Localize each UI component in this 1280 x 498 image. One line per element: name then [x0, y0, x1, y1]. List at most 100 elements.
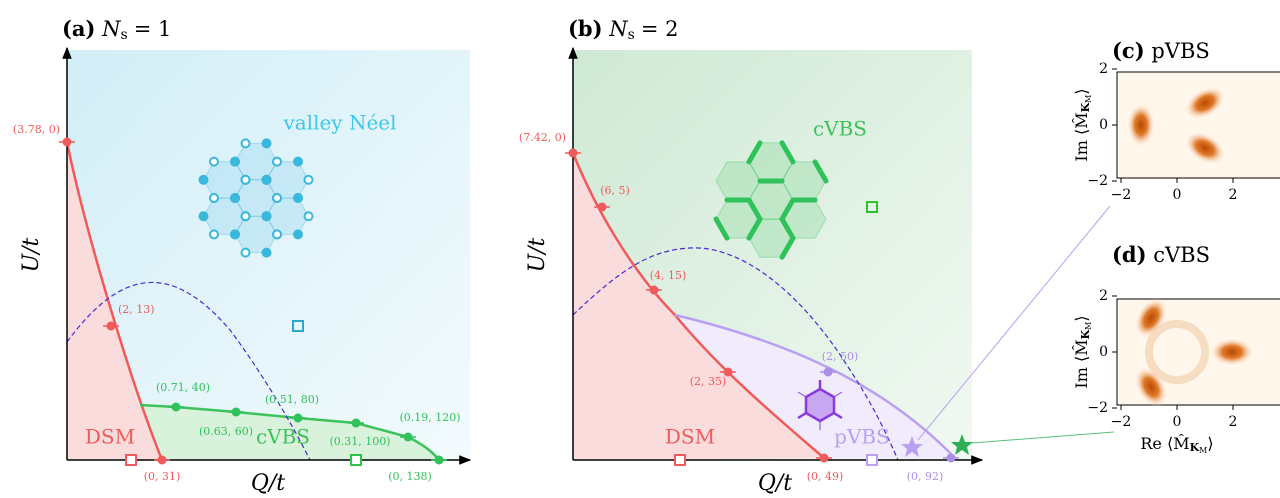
axis-label-part: M	[1084, 322, 1093, 330]
point-label: (0, 138)	[388, 470, 432, 483]
point-label: (0, 49)	[807, 470, 844, 483]
point-label: (3.78, 0)	[13, 123, 60, 136]
svg-text:(a) Ns= 1: (a) Ns = 1	[62, 16, 171, 44]
x-tick-label: −2	[1111, 414, 1132, 430]
panel-b: (b) Ns= 2 U/t Q/t cVBS DSM pVBS	[525, 16, 982, 497]
data-point	[158, 456, 167, 465]
phase-label: valley Néel	[282, 111, 396, 135]
data-point	[820, 454, 829, 463]
axis-label-part: Im ⟨M̂	[1072, 339, 1091, 388]
point-label: (2, 50)	[822, 350, 859, 363]
point-label: (0.63, 60)	[199, 425, 253, 438]
svg-text:(c) pVBS: (c) pVBS	[1112, 38, 1210, 63]
x-tick-label: 2	[1229, 414, 1238, 430]
lattice-site	[242, 249, 250, 257]
title-subscript: s	[628, 27, 635, 43]
axis-label-part: M	[1199, 446, 1207, 455]
phase-label: cVBS	[256, 425, 310, 449]
y-axis-label: U/t	[525, 237, 550, 272]
title-symbol: N	[608, 17, 628, 41]
y-tick-label: −2	[1087, 173, 1108, 189]
y-tick-label: 2	[1099, 288, 1108, 304]
panel-title: pVBS	[1151, 39, 1209, 63]
lattice-site	[305, 176, 313, 184]
data-point	[435, 456, 444, 465]
lattice-site	[294, 158, 302, 166]
x-axis-label: Q/t	[758, 471, 792, 496]
lattice-site	[242, 139, 250, 147]
data-point	[947, 454, 956, 463]
x-tick-label: 0	[1173, 187, 1182, 203]
heat-blob	[1210, 338, 1254, 366]
axis-label-part: K	[1079, 102, 1092, 112]
phase-label: DSM	[85, 425, 135, 449]
data-point	[63, 138, 72, 147]
lattice-site	[242, 212, 250, 220]
title-equals: = 2	[641, 17, 679, 41]
y-tick-label: 0	[1099, 344, 1108, 360]
data-point	[107, 322, 116, 331]
lattice-site	[210, 158, 218, 166]
phase-label: DSM	[665, 425, 715, 449]
lattice-site	[231, 230, 239, 238]
point-label: (0.51, 80)	[265, 393, 319, 406]
lattice-site	[305, 212, 313, 220]
point-label: (0.31, 100)	[329, 435, 390, 448]
axis-label-part: Re ⟨M̂	[1140, 434, 1189, 453]
heat-blob	[1127, 103, 1155, 147]
lattice-site	[200, 212, 208, 220]
figure: (a) Ns = 1 U/t Q/t valley Néel DSM cVBS (…	[0, 0, 1280, 498]
x-tick-label: 2	[1229, 187, 1238, 203]
phase-label: pVBS	[834, 425, 890, 449]
lattice-site	[263, 212, 271, 220]
point-label: (7.42, 0)	[519, 131, 566, 144]
data-point	[294, 414, 303, 423]
data-point	[569, 149, 578, 158]
data-point	[404, 433, 413, 442]
lattice-site	[231, 194, 239, 202]
lattice-site	[294, 230, 302, 238]
point-label: (6, 5)	[600, 184, 630, 197]
data-point	[232, 408, 241, 417]
axis-label-part: K	[1190, 441, 1200, 454]
point-label: (0.71, 40)	[156, 381, 210, 394]
data-point	[352, 419, 361, 428]
lattice-site	[294, 194, 302, 202]
x-tick-label: 0	[1173, 414, 1182, 430]
y-tick-label: 0	[1099, 117, 1108, 133]
lattice-site	[231, 158, 239, 166]
panel-tag: (d)	[1112, 242, 1147, 267]
title-equals: = 1	[134, 17, 172, 41]
lattice-site	[210, 194, 218, 202]
y-tick-label: 2	[1099, 61, 1108, 77]
axis-label: Re ⟨M̂KM⟩	[1140, 434, 1213, 456]
point-label: (4, 15)	[650, 269, 687, 282]
point-label: (0, 31)	[144, 470, 181, 483]
lattice-site	[273, 158, 281, 166]
title-subscript: s	[121, 27, 128, 43]
lattice-site	[200, 176, 208, 184]
y-tick-label: −2	[1087, 400, 1108, 416]
axis-label-part: M	[1084, 95, 1093, 103]
axis-label: Im ⟨M̂KM⟩	[1072, 88, 1094, 161]
y-axis-label: U/t	[19, 237, 44, 272]
axis-label-part: K	[1079, 329, 1092, 339]
lattice-site	[263, 139, 271, 147]
lattice-site	[273, 230, 281, 238]
data-point	[172, 403, 181, 412]
title-symbol: N	[101, 17, 121, 41]
panel-title: cVBS	[1153, 243, 1210, 267]
axis-label-part: Im ⟨M̂	[1072, 112, 1091, 161]
x-tick-label: −2	[1111, 187, 1132, 203]
lattice-site	[273, 194, 281, 202]
axis-label-part: ⟩	[1072, 315, 1091, 321]
point-label: (2, 35)	[690, 375, 727, 388]
panel-tag: (c)	[1112, 38, 1145, 63]
lattice-site	[210, 230, 218, 238]
point-label: (0.19, 120)	[399, 411, 460, 424]
lattice-site	[242, 176, 250, 184]
data-point	[824, 368, 833, 377]
svg-text:(b) Ns= 2: (b) Ns= 2	[568, 16, 678, 44]
panel-tag: (a)	[62, 16, 95, 41]
svg-text:(d) cVBS: (d) cVBS	[1112, 242, 1210, 267]
